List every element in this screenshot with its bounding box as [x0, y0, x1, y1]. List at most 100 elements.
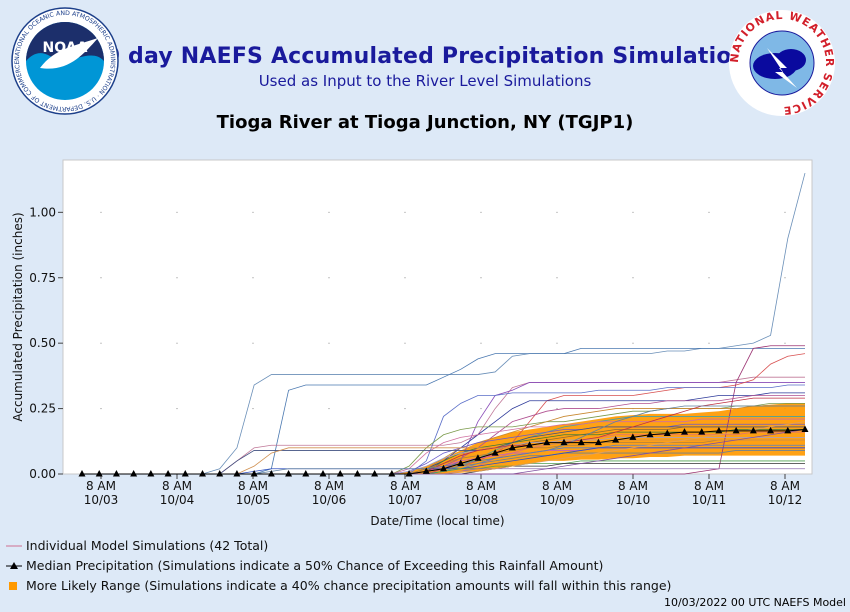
- median-point: [612, 435, 620, 443]
- median-point: [130, 470, 138, 477]
- median-point: [784, 426, 792, 434]
- median-point: [353, 470, 361, 477]
- median-point: [474, 454, 482, 461]
- legend-range: More Likely Range (Simulations indicate …: [6, 578, 671, 593]
- median-point: [78, 470, 86, 477]
- median-point: [371, 470, 379, 477]
- grid-dot: [708, 342, 710, 344]
- noaa-logo: NATIONAL OCEANIC AND ATMOSPHERIC ADMINIS…: [11, 7, 119, 115]
- x-tick-label: 8 AM: [390, 479, 420, 493]
- x-tick-label: 8 AM: [618, 479, 648, 493]
- grid-dot: [404, 277, 406, 279]
- y-tick-label: 1.00: [29, 205, 56, 219]
- legend-range-swatch: [9, 581, 17, 590]
- nws-logo: NATIONAL WEATHER SERVICE: [728, 9, 835, 117]
- grid-dot: [784, 342, 786, 344]
- noaa-logo-text: NOAA: [43, 40, 88, 56]
- grid-dot: [176, 211, 178, 213]
- median-point: [164, 470, 172, 477]
- grid-dot: [632, 342, 634, 344]
- grid-dot: [252, 342, 254, 344]
- x-tick-label: 8 AM: [86, 479, 116, 493]
- legend-individual: Individual Model Simulations (42 Total): [6, 538, 268, 553]
- median-point: [749, 426, 757, 434]
- y-ticks: 0.00 0.25 0.50 0.75 1.00: [29, 205, 63, 481]
- likely-range-band: [82, 403, 805, 474]
- grid-dot: [556, 211, 558, 213]
- x-tick-label: 8 AM: [466, 479, 496, 493]
- y-tick-label: 0.50: [29, 336, 56, 350]
- median-point: [801, 425, 809, 433]
- chart-subtitle: Used as Input to the River Level Simulat…: [258, 72, 592, 90]
- x-tick-label: 8 AM: [770, 479, 800, 493]
- grid-dot: [556, 342, 558, 344]
- grid-dot: [404, 407, 406, 410]
- grid-dot: [328, 407, 330, 410]
- median-point: [405, 470, 413, 477]
- grid-dot: [480, 277, 482, 279]
- y-tick-label: 0.75: [29, 271, 56, 285]
- x-tick-label: 8 AM: [162, 479, 192, 493]
- x-tick-label: 10/12: [768, 493, 803, 507]
- median-point: [199, 470, 206, 477]
- legend-median-label: Median Precipitation (Simulations indica…: [26, 558, 604, 573]
- grid-dot: [784, 211, 786, 213]
- y-tick-label: 0.25: [29, 402, 56, 416]
- median-point: [181, 470, 189, 477]
- median-point: [233, 470, 241, 477]
- median-point: [302, 470, 310, 477]
- grid-dot: [784, 277, 786, 279]
- x-tick-label: 8 AM: [238, 479, 268, 493]
- model-run-footer: 10/03/2022 00 UTC NAEFS Model: [663, 596, 846, 609]
- median-point: [767, 426, 775, 434]
- legend-line-swatch: [6, 545, 22, 546]
- median-point: [285, 470, 293, 477]
- legend-individual-label: Individual Model Simulations (42 Total): [26, 538, 269, 553]
- median-point: [577, 438, 585, 446]
- x-tick-label: 10/10: [616, 493, 651, 507]
- median-point: [560, 438, 568, 446]
- median-point: [663, 429, 671, 436]
- median-point: [732, 426, 740, 434]
- grid-dot: [252, 277, 254, 279]
- x-tick-label: 10/03: [84, 493, 119, 507]
- y-tick-label: 0.00: [29, 467, 56, 481]
- median-point: [491, 449, 499, 456]
- location-title: Tioga River at Tioga Junction, NY (TGJP1…: [216, 112, 634, 133]
- grid-dot: [100, 211, 102, 213]
- median-point: [646, 430, 654, 438]
- median-point: [526, 441, 534, 448]
- grid-dot: [252, 211, 254, 213]
- grid-dot: [632, 277, 634, 279]
- grid-dot: [100, 407, 102, 410]
- grid-dot: [404, 211, 406, 213]
- median-point: [112, 470, 120, 477]
- grid-dot: [100, 277, 102, 279]
- median-point: [594, 438, 602, 446]
- median-point: [422, 467, 430, 474]
- median-point: [267, 470, 275, 477]
- grid-dot: [708, 211, 710, 213]
- median-point: [336, 470, 344, 477]
- grid-dot: [480, 211, 482, 213]
- median-point: [388, 470, 396, 477]
- grid-dot: [556, 277, 558, 279]
- x-tick-label: 10/07: [388, 493, 423, 507]
- x-tick-label: 8 AM: [694, 479, 724, 493]
- grid-dot: [480, 342, 482, 344]
- median-point: [216, 470, 224, 477]
- grid-dot: [404, 342, 406, 344]
- median-point: [147, 470, 155, 477]
- grid-dot: [176, 407, 178, 410]
- x-tick-label: 10/06: [312, 493, 347, 507]
- median-point: [698, 428, 706, 435]
- median-point: [440, 464, 447, 472]
- grid-dot: [328, 211, 330, 213]
- median-point: [543, 438, 551, 446]
- median-point: [629, 433, 637, 440]
- median-point: [95, 470, 103, 477]
- x-tick-label: 8 AM: [542, 479, 572, 493]
- median-point: [681, 428, 688, 435]
